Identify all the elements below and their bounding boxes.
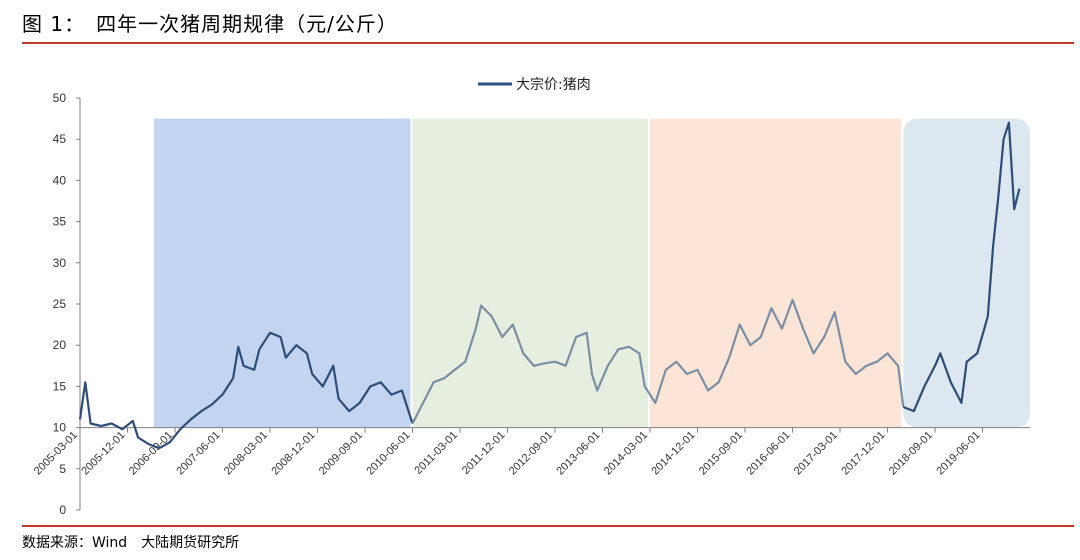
y-tick-label: 5 <box>59 462 66 476</box>
cycle-bands <box>153 118 1030 428</box>
y-tick-label: 30 <box>53 256 67 270</box>
y-tick-label: 50 <box>53 91 67 105</box>
x-tick-label: 2011-03-01 <box>412 429 460 477</box>
x-tick-label: 2009-09-01 <box>317 429 365 477</box>
cycle-band-1 <box>153 118 411 428</box>
y-tick-label: 0 <box>59 503 66 517</box>
y-tick-label: 10 <box>53 421 67 435</box>
series-line-segment <box>411 298 905 425</box>
x-tick-label: 2017-03-01 <box>792 429 840 477</box>
figure-title: 图 1： 四年一次猪周期规律（元/公斤） <box>22 12 398 36</box>
cycle-band-2 <box>412 118 648 428</box>
y-tick-label: 35 <box>53 215 67 229</box>
y-axis: 0 5 10 15 20 25 30 35 40 45 50 <box>53 91 81 517</box>
x-tick-label: 2011-12-01 <box>460 429 508 477</box>
legend-label: 大宗价:猪肉 <box>516 77 591 93</box>
x-tick-label: 2010-06-01 <box>364 429 412 477</box>
x-axis: 2005-03-01 2005-12-01 2006-09-01 2007-06-01… <box>32 427 1030 478</box>
series-line-segment <box>78 331 414 450</box>
y-tick-label: 15 <box>53 379 67 393</box>
x-tick-label: 2018-09-01 <box>887 429 935 477</box>
y-tick-label: 20 <box>53 338 67 352</box>
x-tick-label: 2017-12-01 <box>839 429 887 477</box>
x-tick-label: 2014-03-01 <box>602 429 650 477</box>
x-tick-label: 2014-12-01 <box>649 429 697 477</box>
x-tick-label: 2008-12-01 <box>269 429 317 477</box>
x-tick-label: 2016-06-01 <box>744 429 792 477</box>
x-tick-label: 2013-06-01 <box>554 429 602 477</box>
footer-rule <box>22 525 1074 527</box>
x-tick-label: 2015-09-01 <box>697 429 745 477</box>
x-tick-label: 2005-12-01 <box>79 429 127 477</box>
series-layer <box>78 121 1021 450</box>
x-tick-label: 2006-09-01 <box>127 429 175 477</box>
x-tick-label: 2005-03-01 <box>32 429 80 477</box>
legend: 大宗价:猪肉 <box>478 77 591 93</box>
y-tick-label: 45 <box>53 132 67 146</box>
y-tick-label: 25 <box>53 297 67 311</box>
title-rule <box>22 42 1074 44</box>
x-tick-label: 2007-06-01 <box>174 429 222 477</box>
cycle-band-3 <box>650 118 902 428</box>
line-chart: 0 5 10 15 20 25 30 35 40 45 50 2005-03-01 2005-12-0… <box>32 77 1030 517</box>
x-tick-label: 2008-03-01 <box>222 429 270 477</box>
y-tick-label: 40 <box>53 173 67 187</box>
series-line-segment <box>902 121 1021 413</box>
x-tick-label: 2019-06-01 <box>934 429 982 477</box>
x-tick-label: 2012-09-01 <box>507 429 555 477</box>
source-note: 数据来源：Wind 大陆期货研究所 <box>22 535 240 551</box>
